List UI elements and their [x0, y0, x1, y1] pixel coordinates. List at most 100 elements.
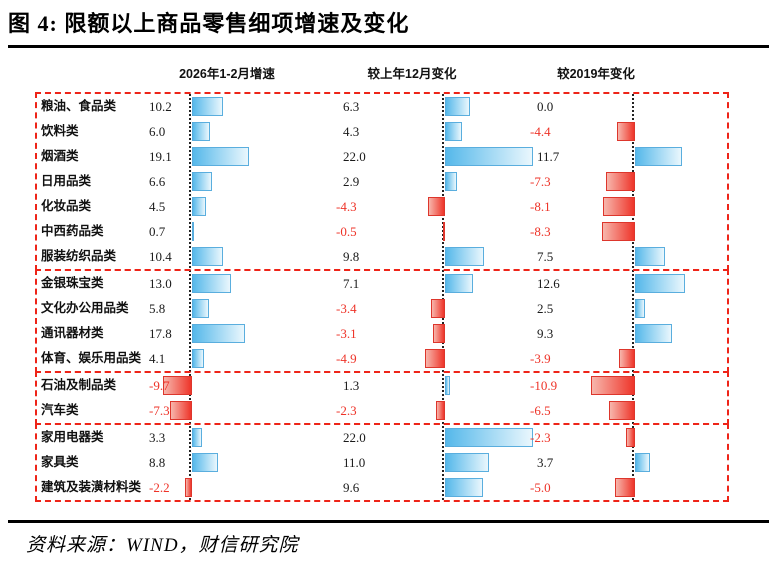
negative-bar-col3 [591, 376, 635, 395]
category-label: 饮料类 [41, 124, 79, 138]
value-label-col3: -10.9 [530, 378, 558, 393]
positive-bar-col3 [635, 247, 665, 266]
value-label-col1: 13.0 [149, 276, 172, 291]
value-label-col1: 6.6 [149, 174, 166, 189]
chart-row: 金银珠宝类 13.0 7.1 12.6 [37, 271, 727, 296]
category-label: 金银珠宝类 [41, 276, 104, 290]
category-label: 石油及制品类 [41, 378, 117, 392]
value-label-col1: 10.4 [149, 249, 172, 264]
negative-bar-col2 [425, 349, 445, 368]
category-label: 体育、娱乐用品类 [41, 351, 142, 365]
positive-bar-col2 [445, 97, 471, 116]
zero-axis-line-col2 [442, 94, 444, 500]
positive-bar-col1 [192, 428, 202, 447]
value-label-col2: -3.4 [336, 301, 357, 316]
value-label-col1: -9.7 [149, 378, 170, 393]
value-label-col1: 0.7 [149, 224, 166, 239]
positive-bar-col1 [192, 122, 210, 141]
negative-bar-col3 [605, 172, 635, 191]
positive-bar-col2 [445, 453, 489, 472]
value-label-col3: 11.7 [537, 149, 560, 164]
positive-bar-col2 [445, 122, 463, 141]
negative-bar-col3 [617, 122, 635, 141]
positive-bar-col1 [192, 222, 195, 241]
group-box: 粮油、食品类 10.2 6.3 0.0 饮料类 6.0 4.3 -4.4 烟酒类 19.1 22.0… [35, 92, 729, 271]
positive-bar-col3 [635, 453, 650, 472]
positive-bar-col2 [445, 147, 533, 166]
value-label-col2: 2.9 [343, 174, 360, 189]
value-label-col1: -2.2 [149, 480, 170, 495]
value-label-col1: 6.0 [149, 124, 166, 139]
category-label: 汽车类 [41, 403, 79, 417]
value-label-col2: 9.8 [343, 249, 360, 264]
chart-row: 日用品类 6.6 2.9 -7.3 [37, 169, 727, 194]
value-label-col2: -3.1 [336, 326, 357, 341]
value-label-col2: 22.0 [343, 430, 366, 445]
category-label: 中西药品类 [41, 224, 104, 238]
zero-axis-line-col1 [189, 94, 191, 500]
value-label-col2: -2.3 [336, 403, 357, 418]
negative-bar-col2 [443, 222, 445, 241]
column-header-growth: 2026年1-2月增速 [179, 67, 275, 81]
value-label-col1: 4.1 [149, 351, 166, 366]
positive-bar-col1 [192, 349, 205, 368]
value-label-col3: 7.5 [537, 249, 554, 264]
value-label-col2: 4.3 [343, 124, 360, 139]
value-label-col3: 3.7 [537, 455, 554, 470]
positive-bar-col2 [445, 247, 485, 266]
value-label-col1: 5.8 [149, 301, 166, 316]
category-label: 化妆品类 [41, 199, 92, 213]
chart-row: 烟酒类 19.1 22.0 11.7 [37, 144, 727, 169]
category-label: 烟酒类 [41, 149, 79, 163]
value-label-col3: 12.6 [537, 276, 560, 291]
positive-bar-col1 [192, 453, 219, 472]
value-label-col1: 4.5 [149, 199, 166, 214]
value-label-col2: 9.6 [343, 480, 360, 495]
figure-title: 图 4: 限额以上商品零售细项增速及变化 [8, 11, 410, 36]
value-label-col3: -6.5 [530, 403, 551, 418]
value-label-col3: 0.0 [537, 99, 554, 114]
footer-divider-line [8, 520, 769, 523]
positive-bar-col3 [635, 324, 673, 343]
value-label-col3: -2.3 [530, 430, 551, 445]
category-label: 服装纺织品类 [41, 249, 117, 263]
chart-area: 粮油、食品类 10.2 6.3 0.0 饮料类 6.0 4.3 -4.4 烟酒类 19.1 22.0… [35, 92, 729, 502]
group-box: 石油及制品类 -9.7 1.3 -10.9 汽车类 -7.3 -2.3 -6.5 [35, 371, 729, 425]
chart-row: 建筑及装潢材料类 -2.2 9.6 -5.0 [37, 475, 727, 500]
chart-row: 文化办公用品类 5.8 -3.4 2.5 [37, 296, 727, 321]
negative-bar-col3 [601, 222, 635, 241]
chart-row: 中西药品类 0.7 -0.5 -8.3 [37, 219, 727, 244]
value-label-col2: -4.3 [336, 199, 357, 214]
positive-bar-col2 [445, 376, 451, 395]
value-label-col3: -8.3 [530, 224, 551, 239]
source-note: 资料来源：WIND，财信研究院 [26, 535, 299, 556]
column-header-vs-2019: 较2019年变化 [557, 67, 635, 81]
negative-bar-col2 [432, 324, 445, 343]
chart-row: 体育、娱乐用品类 4.1 -4.9 -3.9 [37, 346, 727, 371]
chart-row: 粮油、食品类 10.2 6.3 0.0 [37, 94, 727, 119]
negative-bar-col1 [170, 401, 192, 420]
negative-bar-col3 [609, 401, 635, 420]
negative-bar-col2 [431, 299, 445, 318]
value-label-col2: 1.3 [343, 378, 360, 393]
chart-row: 家具类 8.8 11.0 3.7 [37, 450, 727, 475]
value-label-col2: 6.3 [343, 99, 360, 114]
positive-bar-col3 [635, 299, 645, 318]
value-label-col2: 11.0 [343, 455, 366, 470]
value-label-col1: 8.8 [149, 455, 166, 470]
positive-bar-col1 [192, 97, 223, 116]
negative-bar-col2 [435, 401, 445, 420]
positive-bar-col2 [445, 172, 457, 191]
positive-bar-col2 [445, 428, 533, 447]
positive-bar-col1 [192, 172, 212, 191]
value-label-col1: 17.8 [149, 326, 172, 341]
value-label-col3: 2.5 [537, 301, 554, 316]
chart-row: 石油及制品类 -9.7 1.3 -10.9 [37, 373, 727, 398]
value-label-col3: -3.9 [530, 351, 551, 366]
category-label: 通讯器材类 [41, 326, 104, 340]
title-divider-line [8, 45, 769, 48]
positive-bar-col3 [635, 147, 682, 166]
negative-bar-col3 [625, 428, 635, 447]
value-label-col3: -5.0 [530, 480, 551, 495]
value-label-col3: -8.1 [530, 199, 551, 214]
